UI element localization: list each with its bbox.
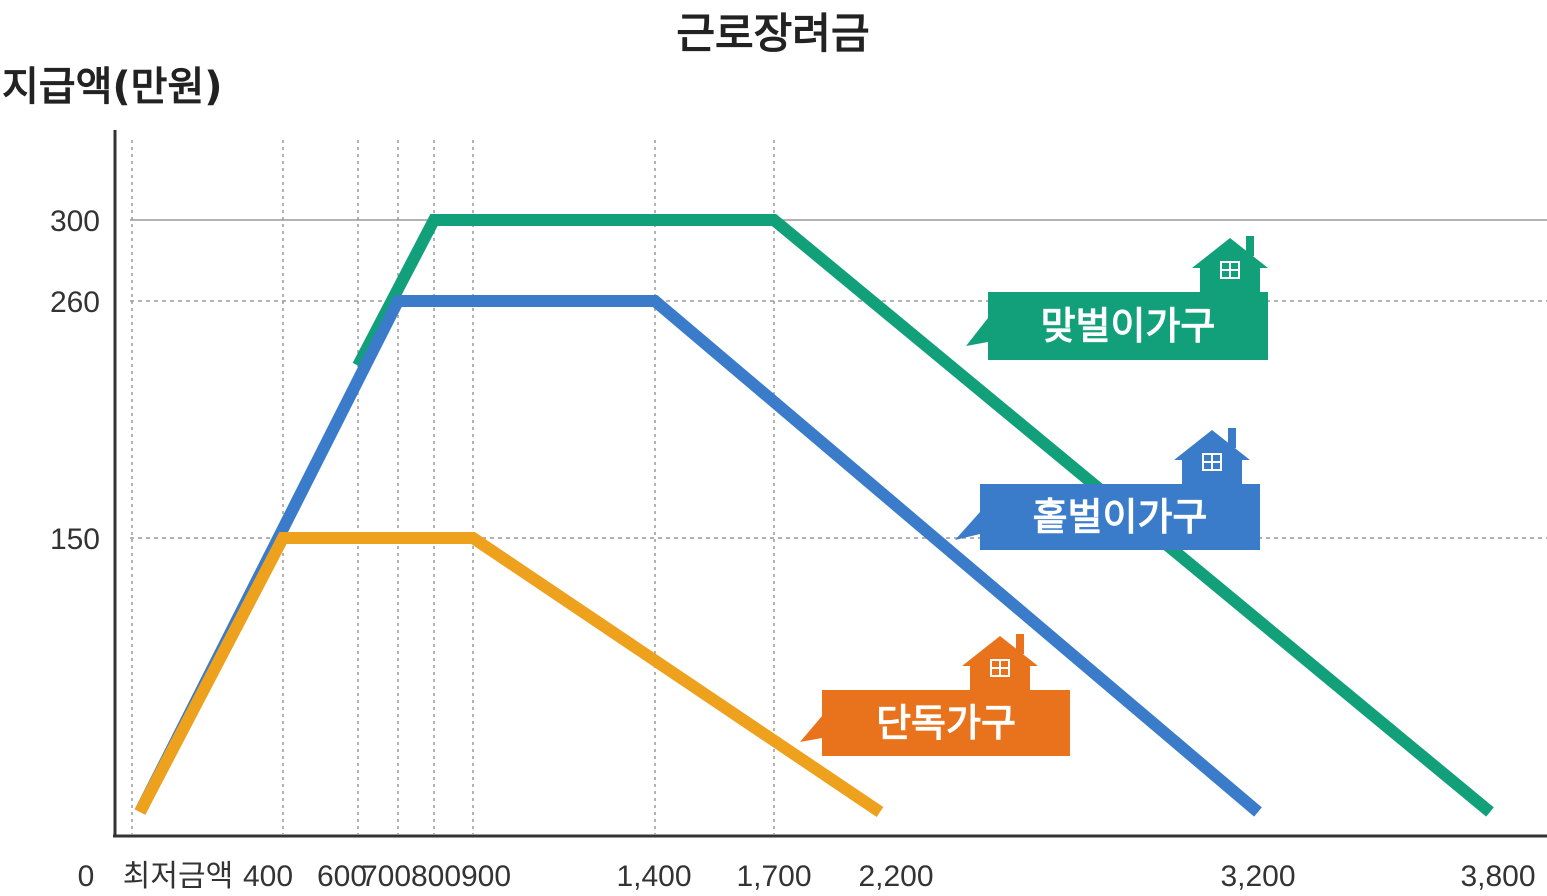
- axes-layer: [113, 130, 1547, 838]
- series-layer: [134, 214, 1494, 817]
- x-tick-label: 3,800: [1460, 860, 1535, 893]
- y-tick-label: 300: [50, 205, 100, 238]
- x-tick-label: 최저금액: [123, 860, 233, 893]
- label-tail: [800, 716, 822, 742]
- x-tick-label: 1,400: [616, 860, 691, 893]
- label-tail: [955, 512, 980, 540]
- x-tick-label: 700: [361, 860, 411, 893]
- x-tick-label: 800: [411, 860, 461, 893]
- label-box: [988, 292, 1268, 360]
- chart-title: 근로장려금: [676, 9, 869, 58]
- x-tick-label: 0: [78, 860, 95, 893]
- series-label-text: 맞벌이가구: [1041, 304, 1216, 348]
- series-line-2: [134, 532, 884, 817]
- x-tick-label: 900: [461, 860, 511, 893]
- series-label-2: 단독가구: [800, 634, 1070, 756]
- series-label-1: 홑벌이가구: [955, 428, 1260, 550]
- house-icon: [1192, 236, 1268, 294]
- x-tick-label: 600: [317, 860, 367, 893]
- label-box: [822, 690, 1070, 756]
- y-tick-label: 150: [50, 523, 100, 556]
- x-tick-label: 400: [243, 860, 293, 893]
- y-tick-label: 260: [50, 286, 100, 319]
- house-icon: [962, 634, 1038, 692]
- series-line-1: [134, 295, 1262, 817]
- y-axis-label: 지급액(만원): [2, 64, 223, 110]
- series-label-text: 홑벌이가구: [1033, 495, 1208, 539]
- x-tick-label: 2,200: [858, 860, 933, 893]
- series-label-0: 맞벌이가구: [966, 236, 1268, 360]
- label-tail: [966, 318, 988, 346]
- series-label-text: 단독가구: [876, 701, 1016, 745]
- grid-layer: [130, 140, 1547, 834]
- x-tick-label: 1,700: [736, 860, 811, 893]
- label-box: [980, 484, 1260, 550]
- x-tick-label: 3,200: [1220, 860, 1295, 893]
- house-icon: [1174, 428, 1250, 486]
